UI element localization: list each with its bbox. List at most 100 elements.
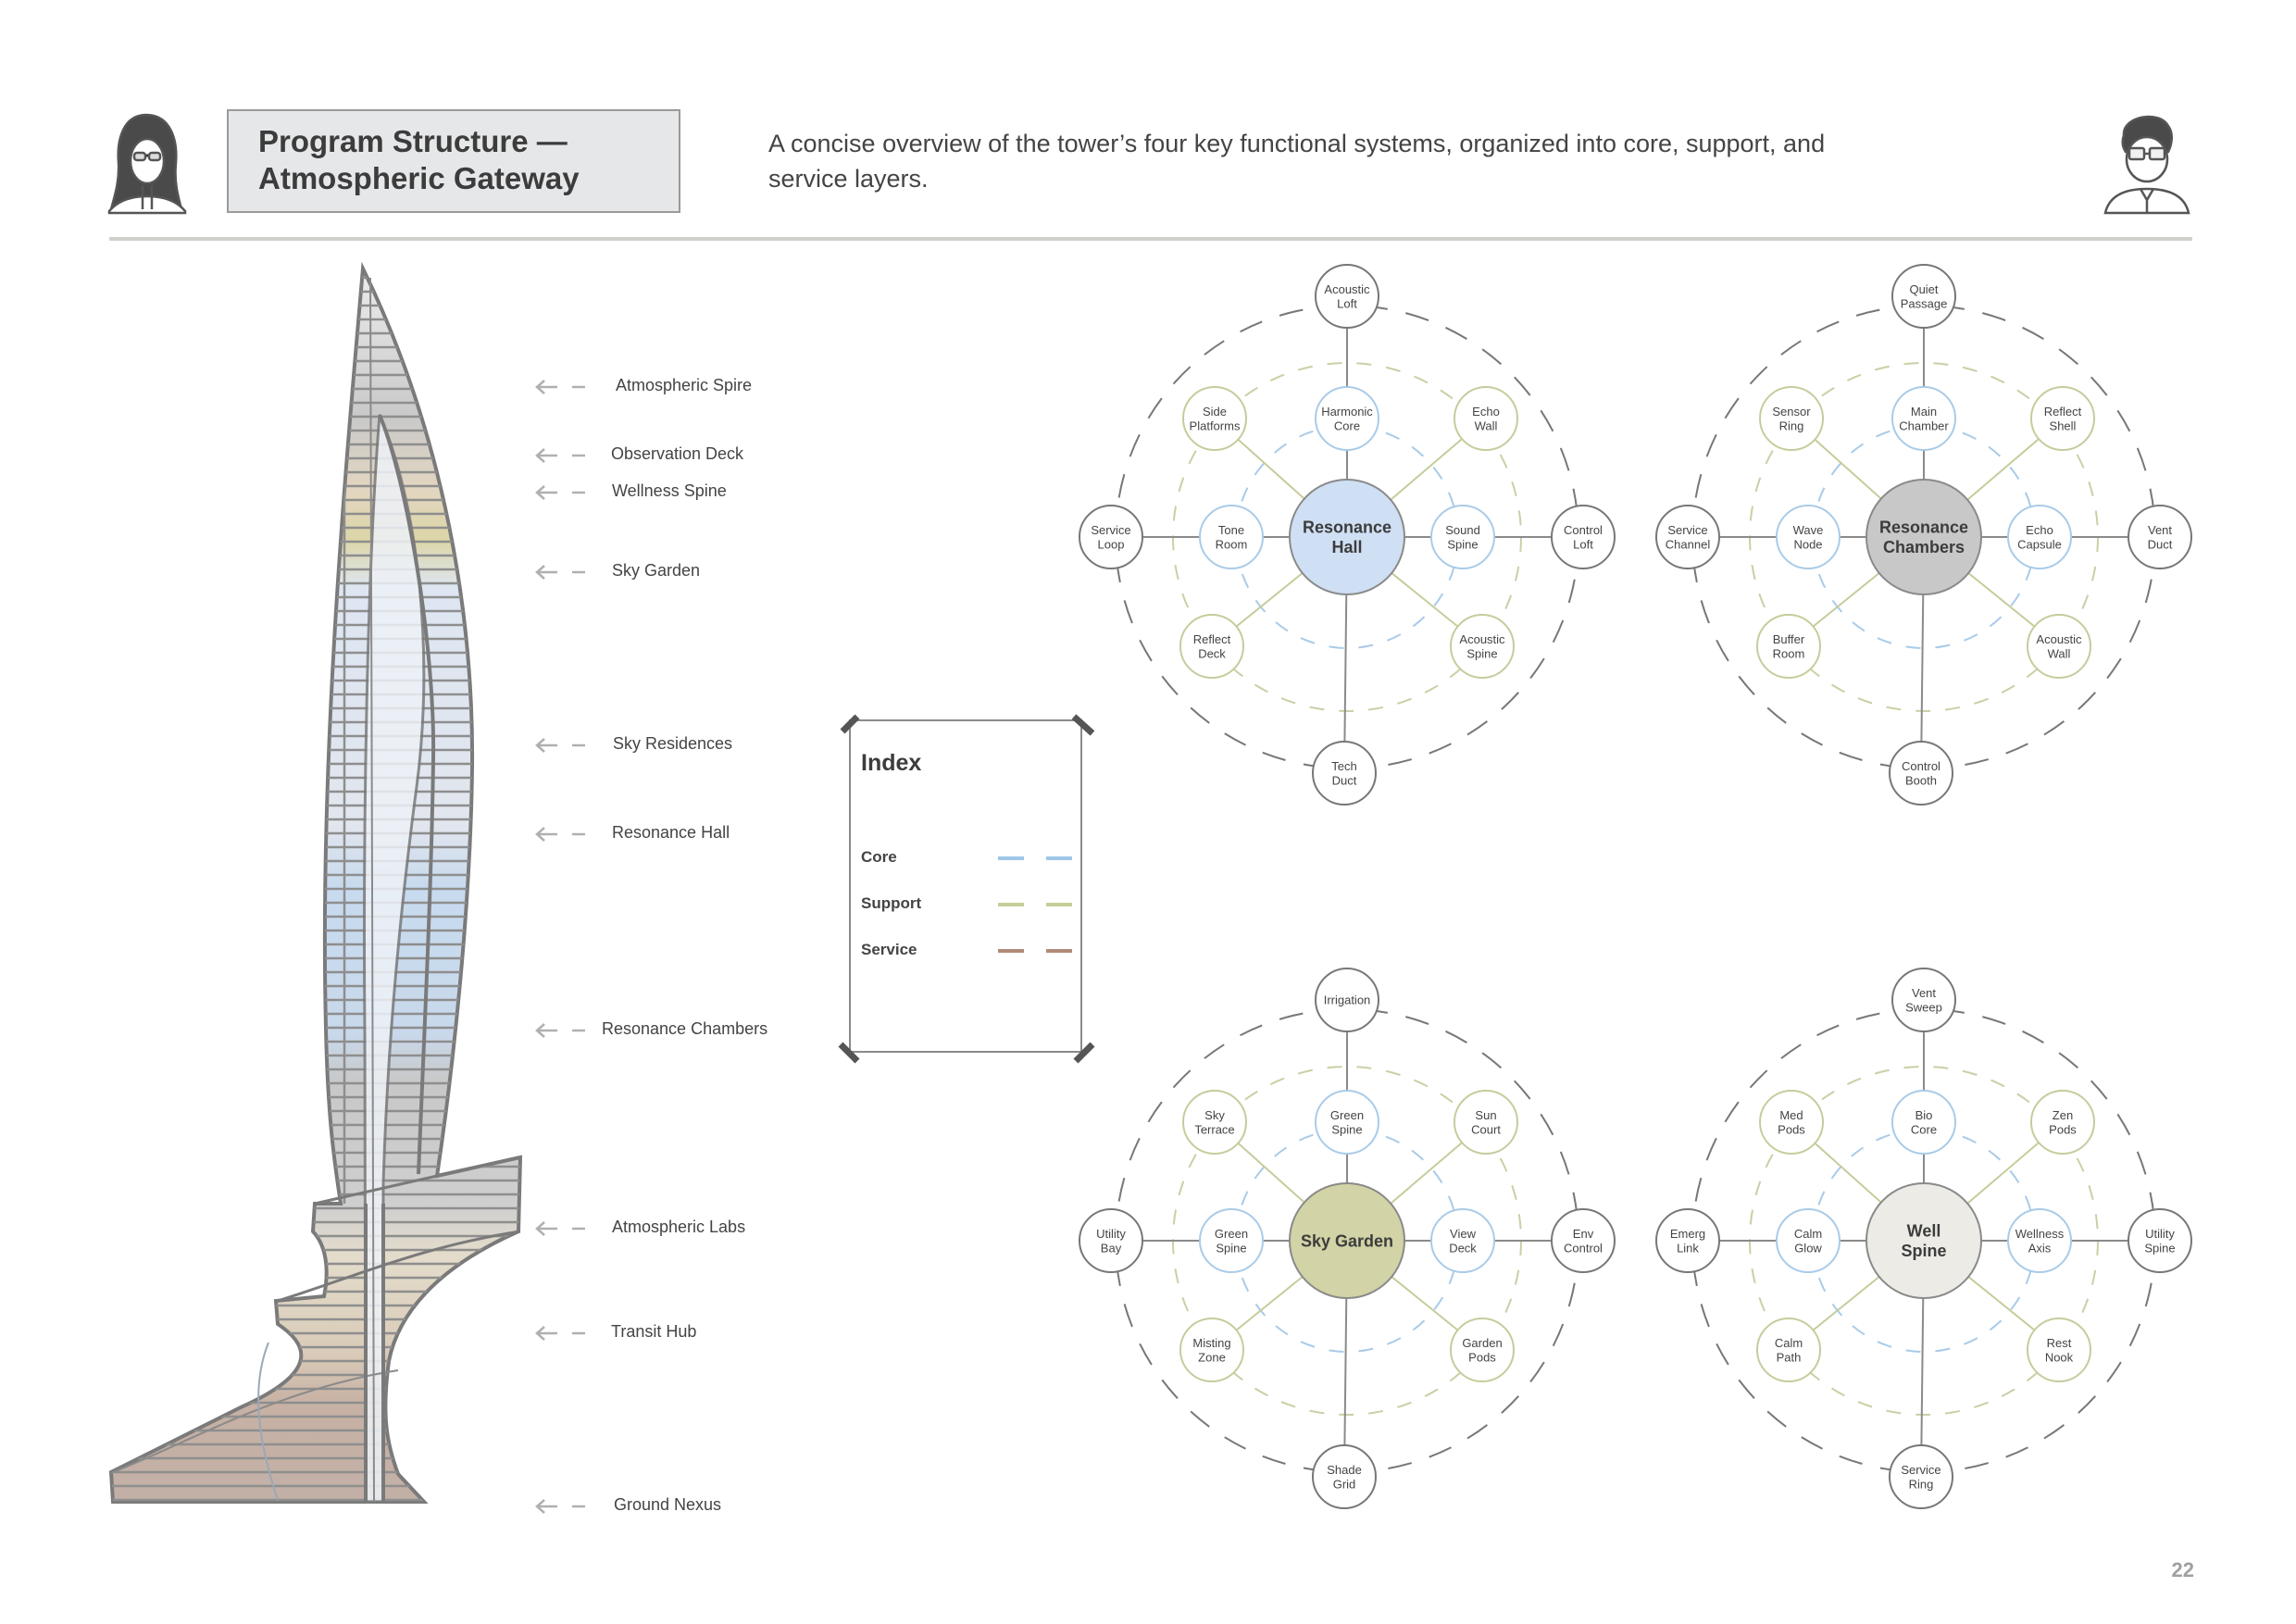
node-label: Deck: [1198, 646, 1226, 660]
node-label: Hall: [1331, 538, 1362, 556]
node-label: Env: [1573, 1227, 1594, 1241]
node-label: Buffer: [1773, 632, 1805, 646]
node-label: Bio: [1915, 1108, 1933, 1122]
node-label: Service: [1901, 1463, 1940, 1477]
node-label: Utility: [2145, 1227, 2175, 1241]
node-label: Bay: [1101, 1241, 1122, 1255]
node-label: Emerg: [1670, 1227, 1705, 1241]
tower-label: Ground Nexus: [535, 1495, 721, 1514]
tower-label-text: Observation Deck: [611, 444, 744, 463]
legend-item: Service: [861, 941, 1072, 958]
node-label: Spine: [1216, 1241, 1246, 1255]
node-label: Grid: [1333, 1477, 1356, 1491]
node-label: Irrigation: [1324, 993, 1371, 1007]
node-label: Zen: [2053, 1108, 2073, 1122]
node-label: Sweep: [1905, 1000, 1942, 1014]
legend-item-label: Core: [861, 848, 897, 866]
node-label: Capsule: [2017, 537, 2062, 551]
node-label: Chambers: [1883, 538, 1965, 556]
node-label: Spine: [1447, 537, 1478, 551]
page-number: 22: [2171, 1558, 2194, 1581]
node-label: Channel: [1666, 537, 1711, 551]
node-label: Well: [1907, 1222, 1941, 1241]
tower-label: Resonance Hall: [535, 823, 730, 842]
legend-title: Index: [861, 750, 921, 776]
tower-label-text: Wellness Spine: [612, 481, 727, 500]
node-label: Acoustic: [2036, 632, 2082, 646]
node-label: Wall: [2048, 646, 2071, 660]
node-label: Shade: [1327, 1463, 1362, 1477]
node-label: Vent: [1912, 986, 1936, 1000]
node-label: Med: [1779, 1108, 1803, 1122]
node-label: Tone: [1218, 523, 1244, 537]
center-node: Sky Garden: [1289, 1182, 1405, 1299]
node-label: Pods: [1468, 1350, 1496, 1364]
node-label: Loft: [1573, 537, 1593, 551]
node-label: Shell: [2050, 418, 2077, 432]
legend-item-label: Support: [861, 894, 921, 912]
node-label: Control: [1564, 1241, 1603, 1255]
tower-label-text: Transit Hub: [611, 1322, 696, 1341]
node-label: Spine: [1901, 1242, 1946, 1260]
arrow-left-icon: [535, 565, 585, 580]
radial-diagram: QuietPassageVentDuctControlBoothServiceC…: [1655, 264, 2192, 806]
tower-label: Observation Deck: [535, 444, 744, 463]
tower-label: Resonance Chambers: [535, 1019, 767, 1038]
tower-label-text: Atmospheric Spire: [616, 376, 752, 394]
node-label: Utility: [1096, 1227, 1126, 1241]
node-label: Acoustic: [1324, 282, 1370, 296]
arrow-left-icon: [535, 380, 585, 394]
node-label: Reflect: [1193, 632, 1231, 646]
node-label: Pods: [2049, 1122, 2077, 1136]
radial-diagram: AcousticLoftControlLoftTechDuctServiceLo…: [1079, 264, 1616, 806]
node-label: Room: [1216, 537, 1248, 551]
legend-item: Core: [861, 848, 1072, 866]
page-title-line-1: Program Structure —: [258, 124, 568, 158]
node-label: Loop: [1098, 537, 1125, 551]
node-label: Chamber: [1899, 418, 1949, 432]
tower-label: Transit Hub: [535, 1322, 696, 1341]
tower-label-text: Resonance Chambers: [602, 1019, 767, 1038]
title-box: Program Structure — Atmospheric Gateway: [227, 109, 680, 213]
node-label: Platforms: [1190, 418, 1241, 432]
tower-label: Wellness Spine: [535, 481, 727, 500]
header-divider: [109, 237, 2192, 241]
node-label: Loft: [1337, 296, 1357, 310]
node-label: Core: [1334, 418, 1360, 432]
node-label: Harmonic: [1321, 405, 1373, 418]
legend-item-label: Service: [861, 941, 917, 958]
node-label: Echo: [2026, 523, 2053, 537]
arrow-left-icon: [535, 1023, 585, 1038]
tower-label: Sky Garden: [535, 561, 700, 580]
node-label: Deck: [1449, 1241, 1477, 1255]
node-label: Control: [1564, 523, 1603, 537]
node-label: Passage: [1901, 296, 1948, 310]
node-label: Sensor: [1772, 405, 1811, 418]
node-label: Duct: [1332, 773, 1357, 787]
node-label: Room: [1773, 646, 1805, 660]
